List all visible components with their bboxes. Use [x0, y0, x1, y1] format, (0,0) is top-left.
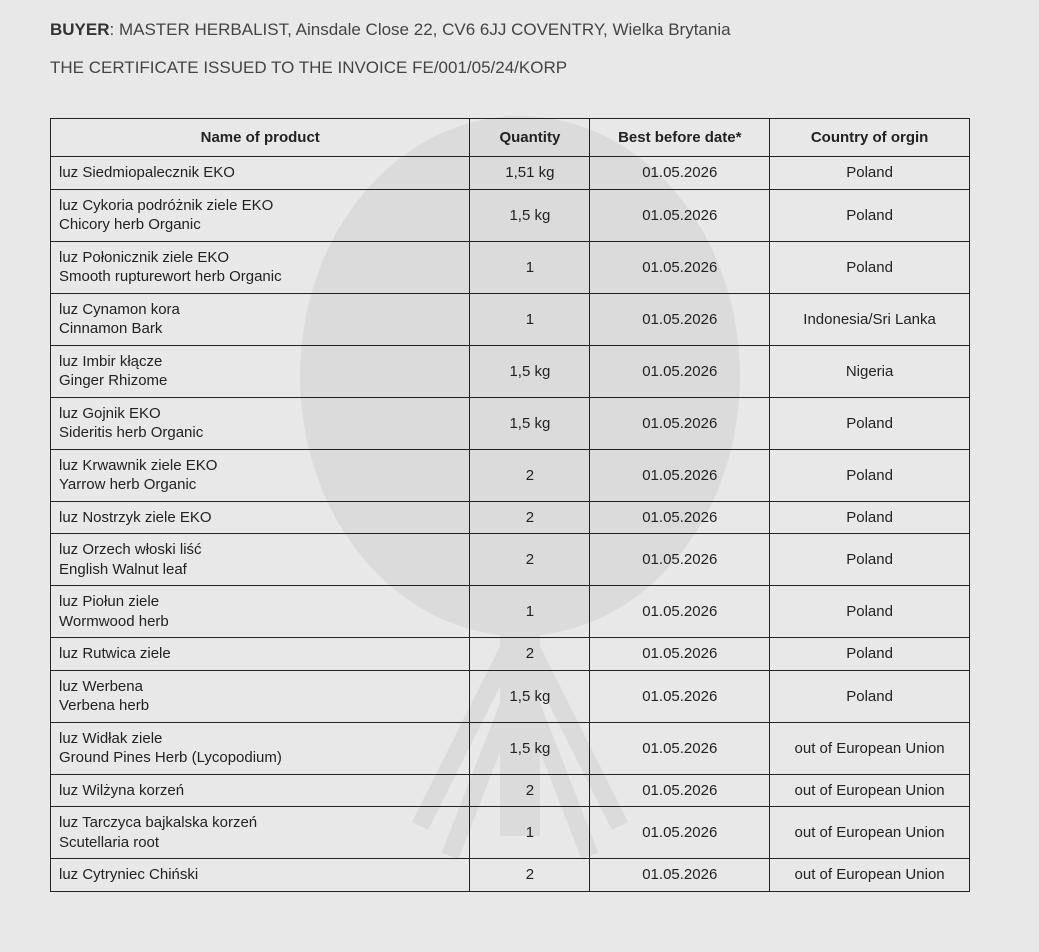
cell-date: 01.05.2026 [590, 534, 770, 586]
table-row: luz Piołun ziele Wormwood herb101.05.202… [51, 586, 970, 638]
table-row: luz Nostrzyk ziele EKO201.05.2026Poland [51, 501, 970, 534]
cell-quantity: 1,5 kg [470, 189, 590, 241]
cell-quantity: 1,5 kg [470, 670, 590, 722]
cell-name: luz Piołun ziele Wormwood herb [51, 586, 470, 638]
table-row: luz Imbir kłącze Ginger Rhizome1,5 kg01.… [51, 345, 970, 397]
table-header-row: Name of product Quantity Best before dat… [51, 119, 970, 157]
cell-origin: Poland [770, 449, 970, 501]
cell-date: 01.05.2026 [590, 345, 770, 397]
cell-origin: Poland [770, 534, 970, 586]
cell-date: 01.05.2026 [590, 189, 770, 241]
cell-origin: out of European Union [770, 807, 970, 859]
table-row: luz Tarczyca bajkalska korzeń Scutellari… [51, 807, 970, 859]
table-row: luz Orzech włoski liść English Walnut le… [51, 534, 970, 586]
cell-origin: Poland [770, 189, 970, 241]
cell-origin: out of European Union [770, 722, 970, 774]
cell-origin: out of European Union [770, 774, 970, 807]
col-origin: Country of orgin [770, 119, 970, 157]
cell-quantity: 2 [470, 534, 590, 586]
cell-date: 01.05.2026 [590, 670, 770, 722]
cell-origin: Poland [770, 638, 970, 671]
col-name: Name of product [51, 119, 470, 157]
buyer-line: BUYER: MASTER HERBALIST, Ainsdale Close … [50, 20, 989, 40]
cell-name: luz Cytryniec Chiński [51, 859, 470, 892]
col-date: Best before date* [590, 119, 770, 157]
cell-name: luz Cykoria podróżnik ziele EKO Chicory … [51, 189, 470, 241]
cell-name: luz Gojnik EKO Sideritis herb Organic [51, 397, 470, 449]
cell-date: 01.05.2026 [590, 638, 770, 671]
table-row: luz Cynamon kora Cinnamon Bark101.05.202… [51, 293, 970, 345]
cell-date: 01.05.2026 [590, 293, 770, 345]
table-row: luz Cykoria podróżnik ziele EKO Chicory … [51, 189, 970, 241]
cell-date: 01.05.2026 [590, 722, 770, 774]
table-row: luz Wilżyna korzeń201.05.2026out of Euro… [51, 774, 970, 807]
cell-quantity: 2 [470, 449, 590, 501]
table-row: luz Werbena Verbena herb1,5 kg01.05.2026… [51, 670, 970, 722]
cell-name: luz Wilżyna korzeń [51, 774, 470, 807]
certificate-line: THE CERTIFICATE ISSUED TO THE INVOICE FE… [50, 58, 989, 78]
table-row: luz Cytryniec Chiński201.05.2026out of E… [51, 859, 970, 892]
col-quantity: Quantity [470, 119, 590, 157]
table-row: luz Krwawnik ziele EKO Yarrow herb Organ… [51, 449, 970, 501]
cell-name: luz Połonicznik ziele EKO Smooth rupture… [51, 241, 470, 293]
cell-quantity: 2 [470, 774, 590, 807]
cell-origin: Poland [770, 501, 970, 534]
cell-name: luz Imbir kłącze Ginger Rhizome [51, 345, 470, 397]
cell-date: 01.05.2026 [590, 807, 770, 859]
cell-origin: Poland [770, 157, 970, 190]
cell-name: luz Orzech włoski liść English Walnut le… [51, 534, 470, 586]
cell-quantity: 2 [470, 859, 590, 892]
cell-name: luz Nostrzyk ziele EKO [51, 501, 470, 534]
cell-date: 01.05.2026 [590, 397, 770, 449]
cell-quantity: 1,51 kg [470, 157, 590, 190]
products-table: Name of product Quantity Best before dat… [50, 118, 970, 892]
cell-origin: Poland [770, 670, 970, 722]
document-body: BUYER: MASTER HERBALIST, Ainsdale Close … [0, 0, 1039, 952]
cell-quantity: 1 [470, 807, 590, 859]
cell-name: luz Krwawnik ziele EKO Yarrow herb Organ… [51, 449, 470, 501]
cell-quantity: 1 [470, 241, 590, 293]
cell-origin: Poland [770, 241, 970, 293]
buyer-label: BUYER [50, 20, 110, 39]
cell-name: luz Werbena Verbena herb [51, 670, 470, 722]
cell-quantity: 1,5 kg [470, 397, 590, 449]
cell-name: luz Widłak ziele Ground Pines Herb (Lyco… [51, 722, 470, 774]
cell-name: luz Siedmiopalecznik EKO [51, 157, 470, 190]
cell-quantity: 1 [470, 293, 590, 345]
cell-origin: Poland [770, 586, 970, 638]
cell-origin: Indonesia/Sri Lanka [770, 293, 970, 345]
cell-date: 01.05.2026 [590, 774, 770, 807]
cell-quantity: 1,5 kg [470, 722, 590, 774]
cell-origin: Poland [770, 397, 970, 449]
cell-name: luz Cynamon kora Cinnamon Bark [51, 293, 470, 345]
cell-date: 01.05.2026 [590, 501, 770, 534]
cell-name: luz Rutwica ziele [51, 638, 470, 671]
cell-name: luz Tarczyca bajkalska korzeń Scutellari… [51, 807, 470, 859]
table-row: luz Połonicznik ziele EKO Smooth rupture… [51, 241, 970, 293]
table-row: luz Gojnik EKO Sideritis herb Organic1,5… [51, 397, 970, 449]
cell-date: 01.05.2026 [590, 241, 770, 293]
table-row: luz Widłak ziele Ground Pines Herb (Lyco… [51, 722, 970, 774]
cell-origin: Nigeria [770, 345, 970, 397]
cell-quantity: 2 [470, 638, 590, 671]
cell-date: 01.05.2026 [590, 449, 770, 501]
cell-quantity: 1 [470, 586, 590, 638]
table-row: luz Rutwica ziele201.05.2026Poland [51, 638, 970, 671]
table-row: luz Siedmiopalecznik EKO1,51 kg01.05.202… [51, 157, 970, 190]
cell-date: 01.05.2026 [590, 859, 770, 892]
cell-origin: out of European Union [770, 859, 970, 892]
cell-date: 01.05.2026 [590, 586, 770, 638]
cell-quantity: 2 [470, 501, 590, 534]
buyer-text: : MASTER HERBALIST, Ainsdale Close 22, C… [110, 20, 731, 39]
cell-date: 01.05.2026 [590, 157, 770, 190]
cell-quantity: 1,5 kg [470, 345, 590, 397]
